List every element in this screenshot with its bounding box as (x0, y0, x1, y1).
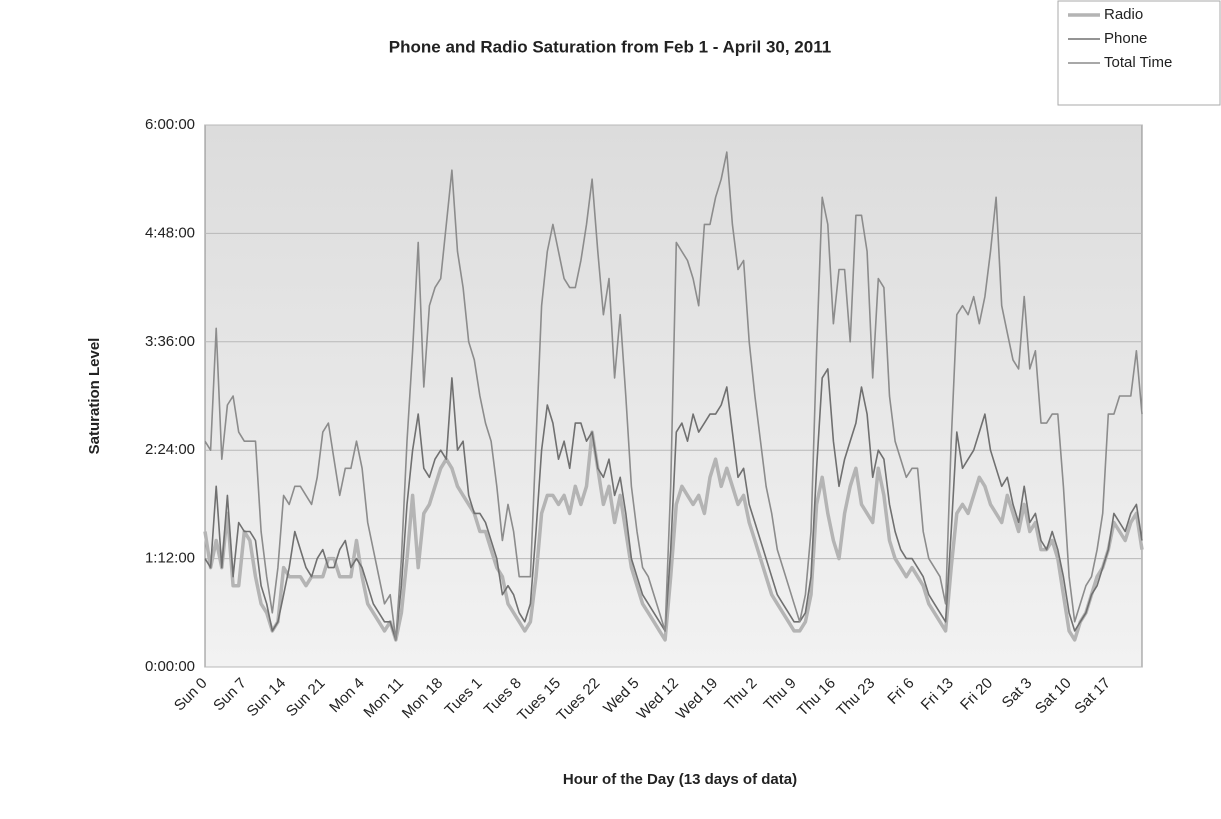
x-tick-label: Fri 6 (884, 675, 917, 708)
legend-label: Total Time (1104, 54, 1172, 71)
x-tick-label: Sat 17 (1071, 675, 1114, 718)
line-series (204, 368, 1143, 641)
y-tick-label: 4:48:00 (145, 224, 195, 241)
legend-label: Radio (1104, 6, 1143, 23)
x-axis-title: Hour of the Day (13 days of data) (563, 771, 797, 788)
x-tick-label: Mon 18 (399, 675, 446, 722)
x-tick-label: Sat 3 (999, 675, 1036, 712)
y-axis-title: Saturation Level (86, 338, 103, 455)
y-tick-label: 2:24:00 (145, 441, 195, 458)
x-tick-label: Wed 19 (673, 675, 721, 723)
y-tick-label: 1:12:00 (145, 550, 195, 567)
x-tick-label: Tues 22 (553, 675, 603, 725)
x-tick-label: Fri 13 (918, 675, 957, 714)
x-tick-label: Tues 1 (442, 675, 486, 719)
x-tick-label: Mon 11 (360, 675, 407, 722)
legend-label: Phone (1104, 30, 1147, 47)
x-tick-label: Sat 10 (1032, 675, 1075, 718)
x-tick-label: Fri 20 (957, 675, 996, 714)
x-tick-label: Thu 16 (794, 675, 839, 720)
x-tick-label: Wed 12 (634, 675, 682, 723)
x-tick-label: Thu 23 (833, 675, 878, 720)
y-tick-label: 0:00:00 (145, 658, 195, 675)
line-series (204, 151, 1143, 641)
x-tick-label: Thu 2 (721, 675, 760, 714)
legend (1057, 0, 1221, 106)
y-tick-label: 6:00:00 (145, 116, 195, 133)
x-tick-label: Sun 0 (171, 675, 211, 715)
x-tick-label: Sun 21 (283, 675, 329, 721)
y-tick-label: 3:36:00 (145, 333, 195, 350)
line-series (203, 430, 1144, 642)
chart-title: Phone and Radio Saturation from Feb 1 - … (389, 37, 831, 56)
x-tick-label: Sun 14 (244, 675, 290, 721)
